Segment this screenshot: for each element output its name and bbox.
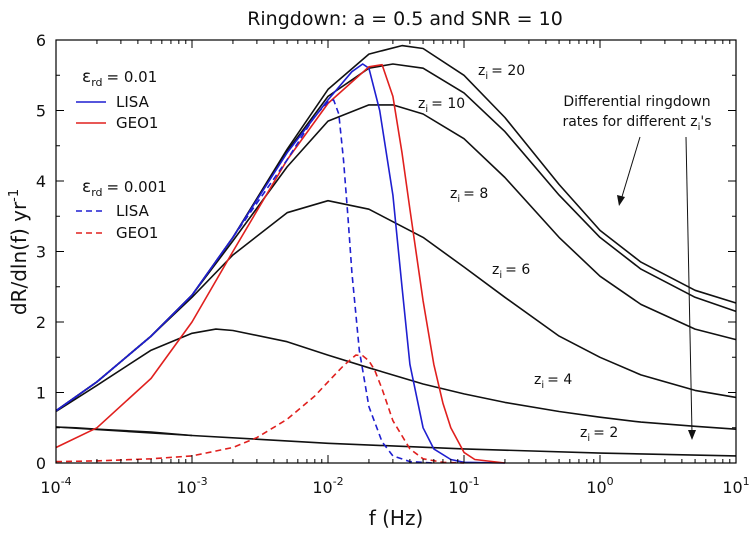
series-line-7 [55,63,505,464]
series-line-9 [55,99,434,464]
y-tick-label: 6 [36,31,46,50]
x-tick-label: 10-1 [448,475,479,497]
series-line-5 [55,426,737,457]
y-axis-label: dR/dln(f) yr-1 [7,189,31,315]
legend-label-lisa-dashed: LISA [116,202,150,220]
note-arrow-1 [620,136,641,201]
x-tick-label: 100 [586,475,613,497]
x-tick-label: 101 [722,475,749,497]
y-axis-label-sup: -1 [7,189,22,202]
legend-group-1-epsilon: ε [82,67,91,87]
y-tick-label: 4 [36,172,46,191]
zi-label-2: zi = 2 [580,425,618,444]
note-line-2: rates for different zi's [562,114,711,133]
x-tick-label: 10-3 [176,475,207,497]
y-tick-label: 3 [36,243,46,262]
zi-label-4: zi = 4 [534,372,572,391]
zi-labels: zi = 20 zi = 10 zi = 8 zi = 6 zi = 4 zi = 2 [418,63,618,444]
series-layer [55,44,737,464]
y-tick-label: 1 [36,384,46,403]
note-arrow-2-head [688,430,696,440]
zi-label-10: zi = 10 [418,96,465,115]
y-axis-label-base: dR/dln(f) yr [7,201,31,315]
y-tick-label: 0 [36,454,46,473]
x-tick-label: 10-4 [40,475,71,497]
legend-group-2-value: = 0.001 [107,178,167,196]
zi-label-6: zi = 6 [492,262,530,281]
legend-label-geo1-solid: GEO1 [116,114,158,132]
zi-label-8: zi = 8 [450,186,488,205]
legend-group-2-sub: rd [91,186,102,199]
legend-group-2-epsilon: ε [82,177,91,197]
x-tick-label: 10-2 [312,475,343,497]
note-line-1: Differential ringdown [563,94,710,110]
legend-label-lisa-solid: LISA [116,93,150,111]
zi-label-20: zi = 20 [478,63,525,82]
chart-title: Ringdown: a = 0.5 and SNR = 10 [247,8,563,30]
note-arrow-1-head [617,195,625,206]
y-tick-label: 2 [36,313,46,332]
y-tick-label: 5 [36,102,46,121]
legend-group-1-value: = 0.01 [107,68,158,86]
series-line-8 [55,63,505,464]
note-arrow-2 [685,136,693,434]
legend-group-2-header: εrd = 0.001 [82,177,167,199]
series-line-10 [55,354,465,464]
x-axis-label: f (Hz) [369,506,424,530]
series-line-4 [55,328,737,430]
legend-group-1-header: εrd = 0.01 [82,67,157,89]
differential-rates-note: Differential ringdown rates for differen… [562,94,712,440]
legend: εrd = 0.01 LISA GEO1 εrd = 0.001 LISA GEO1 [76,67,167,242]
series-line-2 [55,104,737,412]
series-line-6 [55,426,193,437]
legend-label-geo1-dashed: GEO1 [116,224,158,242]
legend-group-1-sub: rd [91,76,102,89]
